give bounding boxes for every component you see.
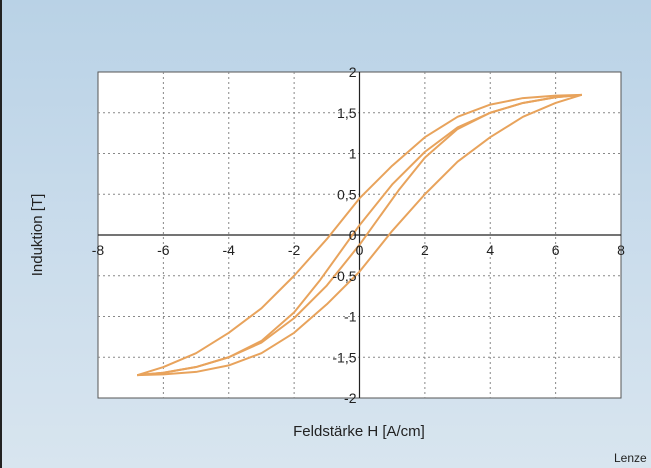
x-axis-label: Feldstärke H [A/cm] <box>293 423 425 440</box>
credit-label: Lenze <box>614 451 647 465</box>
y-tick-label: -2 <box>344 390 357 406</box>
y-tick-label: 2 <box>349 64 357 80</box>
y-axis-label: Induktion [T] <box>29 194 46 277</box>
x-tick-label: 2 <box>421 242 429 258</box>
series-line <box>137 93 583 377</box>
y-tick-label: 0,5 <box>337 186 357 202</box>
y-tick-label: -1 <box>344 309 357 325</box>
y-tick-label: 0 <box>349 227 357 243</box>
y-tick-labels: 2 1,5 1 0,5 0 -0,5 -1 -1,5 -2 <box>332 64 356 406</box>
x-tick-label: 0 <box>356 242 364 258</box>
x-tick-label: -6 <box>157 242 170 258</box>
x-tick-label: 4 <box>486 242 494 258</box>
x-tick-label: 8 <box>617 242 625 258</box>
y-tick-label: 1,5 <box>337 105 357 121</box>
series-line <box>137 93 582 377</box>
x-tick-label: 6 <box>552 242 560 258</box>
axes <box>98 72 621 398</box>
y-tick-label: -1,5 <box>332 349 356 365</box>
x-tick-label: -4 <box>223 242 236 258</box>
series-line <box>136 93 582 377</box>
y-tick-label: 1 <box>349 146 357 162</box>
x-tick-labels: -8 -6 -4 -2 0 2 4 6 8 <box>92 242 625 258</box>
series-group <box>136 93 583 377</box>
y-tick-label: -0,5 <box>332 268 356 284</box>
x-tick-label: -2 <box>288 242 301 258</box>
x-tick-label: -8 <box>92 242 105 258</box>
